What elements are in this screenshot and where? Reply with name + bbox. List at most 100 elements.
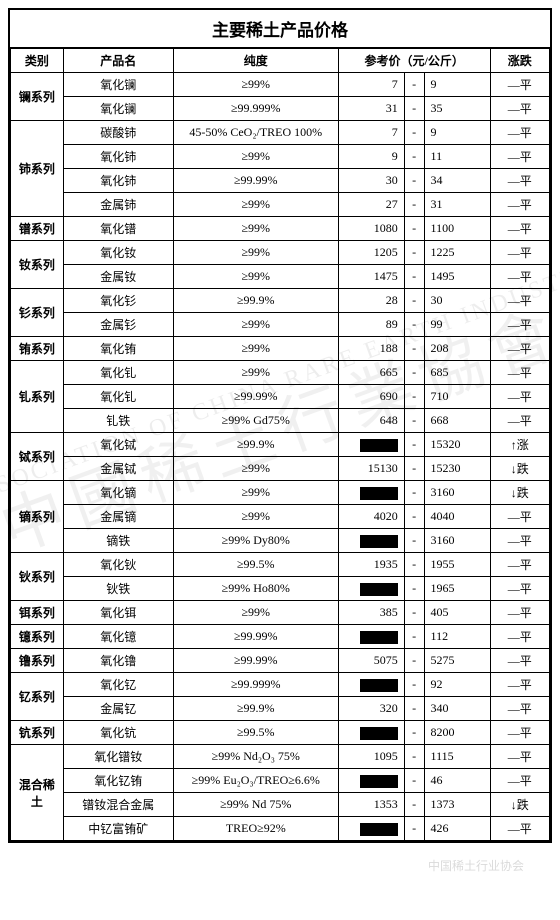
price-low-cell: 1935 [338, 553, 404, 577]
price-high-cell: 9 [424, 73, 490, 97]
purity-cell: ≥99.9% [173, 697, 338, 721]
price-high-cell: 340 [424, 697, 490, 721]
table-row: 混合稀土氧化镨钕≥99% Nd₂O₃ 75%1095-1115—平 [11, 745, 550, 769]
table-row: 金属钇≥99.9%320-340—平 [11, 697, 550, 721]
trend-cell: —平 [490, 649, 549, 673]
price-high-cell: 1100 [424, 217, 490, 241]
price-low-cell: 1353 [338, 793, 404, 817]
price-low-cell: 28 [338, 289, 404, 313]
trend-cell: —平 [490, 625, 549, 649]
trend-cell: ↑涨 [490, 433, 549, 457]
purity-cell: ≥99.99% [173, 649, 338, 673]
category-cell: 混合稀土 [11, 745, 64, 841]
table-row: 钬铁≥99% Ho80%-1965—平 [11, 577, 550, 601]
product-cell: 氧化镝 [63, 481, 173, 505]
redacted-value [360, 487, 398, 500]
purity-cell: ≥99.99% [173, 169, 338, 193]
price-low-cell: 9 [338, 145, 404, 169]
price-low-cell: 89 [338, 313, 404, 337]
trend-cell: —平 [490, 289, 549, 313]
trend-cell: —平 [490, 265, 549, 289]
purity-cell: ≥99% [173, 145, 338, 169]
purity-cell: ≥99% [173, 73, 338, 97]
category-cell: 镱系列 [11, 625, 64, 649]
purity-cell: ≥99% [173, 241, 338, 265]
table-row: 氧化铈≥99%9-11—平 [11, 145, 550, 169]
price-high-cell: 46 [424, 769, 490, 793]
price-dash-cell: - [404, 361, 424, 385]
product-cell: 氧化镱 [63, 625, 173, 649]
price-low-cell: 7 [338, 73, 404, 97]
price-high-cell: 3160 [424, 481, 490, 505]
price-high-cell: 8200 [424, 721, 490, 745]
table-row: 钇系列氧化钇≥99.999%-92—平 [11, 673, 550, 697]
purity-cell: ≥99% Dy80% [173, 529, 338, 553]
price-dash-cell: - [404, 721, 424, 745]
price-dash-cell: - [404, 193, 424, 217]
category-cell: 钕系列 [11, 241, 64, 289]
trend-cell: —平 [490, 553, 549, 577]
redacted-value [360, 727, 398, 740]
price-high-cell: 5275 [424, 649, 490, 673]
table-row: 金属铈≥99%27-31—平 [11, 193, 550, 217]
purity-cell: ≥99% Ho80% [173, 577, 338, 601]
price-dash-cell: - [404, 481, 424, 505]
price-dash-cell: - [404, 433, 424, 457]
product-cell: 钬铁 [63, 577, 173, 601]
price-low-cell: 188 [338, 337, 404, 361]
price-dash-cell: - [404, 289, 424, 313]
price-low-cell: 15130 [338, 457, 404, 481]
price-dash-cell: - [404, 169, 424, 193]
price-dash-cell: - [404, 409, 424, 433]
price-low-cell: 5075 [338, 649, 404, 673]
product-cell: 氧化镧 [63, 73, 173, 97]
price-dash-cell: - [404, 649, 424, 673]
purity-cell: ≥99% Gd75% [173, 409, 338, 433]
purity-cell: ≥99.5% [173, 721, 338, 745]
category-cell: 钆系列 [11, 361, 64, 433]
price-dash-cell: - [404, 553, 424, 577]
price-dash-cell: - [404, 385, 424, 409]
price-low-cell: 665 [338, 361, 404, 385]
product-cell: 氧化钇 [63, 673, 173, 697]
trend-cell: —平 [490, 193, 549, 217]
price-dash-cell: - [404, 121, 424, 145]
price-high-cell: 1955 [424, 553, 490, 577]
purity-cell: ≥99% [173, 193, 338, 217]
table-row: 钆系列氧化钆≥99%665-685—平 [11, 361, 550, 385]
category-cell: 镝系列 [11, 481, 64, 553]
price-high-cell: 426 [424, 817, 490, 841]
price-dash-cell: - [404, 697, 424, 721]
product-cell: 金属钐 [63, 313, 173, 337]
price-dash-cell: - [404, 313, 424, 337]
price-low-cell: 385 [338, 601, 404, 625]
trend-cell: —平 [490, 121, 549, 145]
trend-cell: ↓跌 [490, 793, 549, 817]
price-high-cell: 35 [424, 97, 490, 121]
trend-cell: —平 [490, 169, 549, 193]
trend-cell: —平 [490, 241, 549, 265]
price-high-cell: 1115 [424, 745, 490, 769]
purity-cell: ≥99% [173, 265, 338, 289]
trend-cell: —平 [490, 601, 549, 625]
price-low-cell [338, 529, 404, 553]
product-cell: 氧化铈 [63, 145, 173, 169]
product-cell: 金属铽 [63, 457, 173, 481]
purity-cell: ≥99.9% [173, 433, 338, 457]
table-row: 钐系列氧化钐≥99.9%28-30—平 [11, 289, 550, 313]
redacted-value [360, 775, 398, 788]
product-cell: 氧化铕 [63, 337, 173, 361]
table-row: 钬系列氧化钬≥99.5%1935-1955—平 [11, 553, 550, 577]
price-high-cell: 710 [424, 385, 490, 409]
price-dash-cell: - [404, 673, 424, 697]
product-cell: 氧化镧 [63, 97, 173, 121]
product-cell: 碳酸铈 [63, 121, 173, 145]
price-dash-cell: - [404, 241, 424, 265]
price-dash-cell: - [404, 769, 424, 793]
price-high-cell: 31 [424, 193, 490, 217]
redacted-value [360, 823, 398, 836]
product-cell: 金属钇 [63, 697, 173, 721]
price-high-cell: 1495 [424, 265, 490, 289]
trend-cell: —平 [490, 721, 549, 745]
product-cell: 氧化钆 [63, 385, 173, 409]
